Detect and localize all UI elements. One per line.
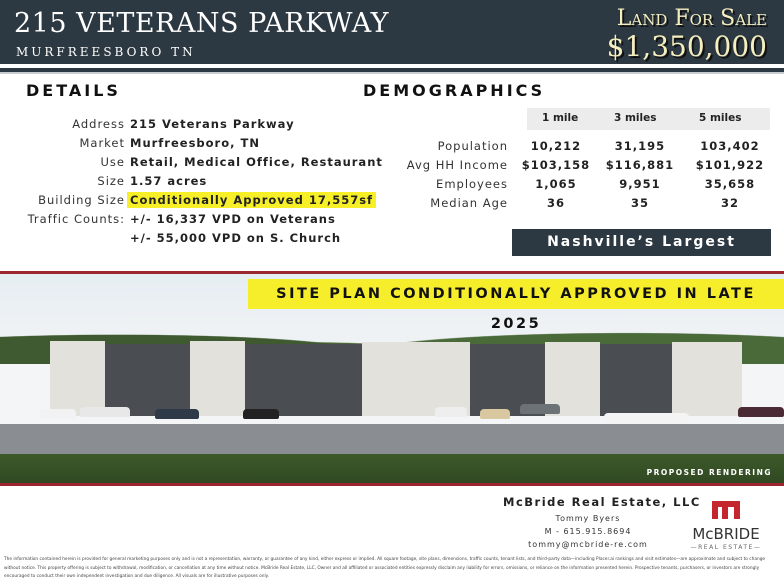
demographic-value: 36 [546, 196, 565, 210]
demographic-label: Employees [436, 177, 508, 191]
detail-value: +/- 55,000 VPD on S. Church [130, 231, 341, 245]
demographic-value: 10,212 [530, 139, 582, 153]
car [480, 409, 510, 419]
rendering-photo: SITE PLAN CONDITIONALLY APPROVED IN LATE… [0, 271, 784, 486]
svg-text:McBRIDE: McBRIDE [692, 525, 759, 543]
demographic-value: 1,065 [535, 177, 577, 191]
detail-row: Traffic Counts: +/- 16,337 VPD on Veteran… [0, 212, 390, 231]
detail-value: 215 Veterans Parkway [130, 117, 295, 131]
tagline-badge: Nashville’s Largest Suburb [512, 229, 771, 277]
detail-value-text: 1.57 acres [130, 174, 208, 188]
property-city: MURFREESBORO TN [16, 45, 196, 59]
demographic-value: 31,195 [614, 139, 666, 153]
header-divider [0, 64, 784, 68]
col-5-miles: 5 miles [699, 112, 742, 124]
agent-phone[interactable]: M - 615.915.8694 [544, 527, 632, 536]
detail-value: 1.57 acres [130, 174, 207, 188]
lawn [0, 454, 784, 483]
detail-value-text: Murfreesboro, TN [130, 136, 260, 150]
car [155, 409, 199, 419]
parking-lot [0, 424, 784, 459]
demographic-label: Median Age [430, 196, 508, 210]
car [435, 407, 467, 417]
detail-value-text: Retail, Medical Office, Restaurant [130, 155, 383, 169]
detail-label: Traffic Counts: [27, 212, 125, 226]
header-band [0, 68, 784, 74]
building-facade [362, 342, 470, 416]
detail-value: +/- 16,337 VPD on Veterans [130, 212, 336, 226]
mcbride-logo: McBRIDE —REAL ESTATE— [684, 497, 769, 552]
legal-disclaimer: The information contained herein is prov… [4, 557, 766, 580]
demographic-value: 103,402 [700, 139, 760, 153]
details-heading: DETAILS [26, 81, 121, 100]
detail-value: Conditionally Approved 17,557sf [127, 192, 377, 208]
site-plan-banner: SITE PLAN CONDITIONALLY APPROVED IN LATE… [248, 279, 784, 332]
demographics-heading: DEMOGRAPHICS [363, 81, 546, 100]
demographic-value: $116,881 [605, 158, 675, 172]
car [40, 409, 76, 419]
detail-value: Retail, Medical Office, Restaurant [130, 155, 383, 169]
building-facade [672, 342, 742, 416]
col-1-mile: 1 mile [542, 112, 579, 124]
detail-row: Use Retail, Medical Office, Restaurant [0, 155, 390, 174]
detail-value: Murfreesboro, TN [130, 136, 260, 150]
demographic-label: Population [437, 139, 508, 153]
detail-label: Address [72, 117, 125, 131]
detail-row: +/- 55,000 VPD on S. Church [0, 231, 390, 250]
detail-label: Market [79, 136, 125, 150]
detail-value-text: 215 Veterans Parkway [130, 117, 295, 131]
header-bar [0, 0, 784, 64]
svg-text:—REAL ESTATE—: —REAL ESTATE— [691, 544, 762, 551]
col-3-miles: 3 miles [614, 112, 657, 124]
car [604, 413, 689, 423]
detail-value-text: Conditionally Approved 17,557sf [127, 192, 377, 208]
asking-price: $1,350,000 [606, 30, 767, 63]
detail-row: Size 1.57 acres [0, 174, 390, 193]
property-title: 215 VETERANS PARKWAY [14, 8, 389, 39]
detail-value-text: +/- 55,000 VPD on S. Church [130, 231, 342, 245]
detail-label: Size [97, 174, 125, 188]
building-facade [50, 341, 105, 416]
car [243, 409, 279, 419]
car [80, 407, 130, 417]
agent-email[interactable]: tommy@mcbride-re.com [528, 540, 648, 549]
demographic-value: $101,922 [695, 158, 765, 172]
detail-label: Building Size [38, 193, 125, 207]
car [520, 404, 560, 414]
detail-value-text: +/- 16,337 VPD on Veterans [130, 212, 336, 226]
detail-row: Building Size Conditionally Approved 17,5… [0, 192, 390, 212]
demographic-label: Avg HH Income [406, 158, 508, 172]
demographic-value: 9,951 [619, 177, 661, 191]
company-name: McBride Real Estate, LLC [503, 495, 701, 509]
detail-label: Use [100, 155, 125, 169]
demographic-value: 35,658 [704, 177, 756, 191]
detail-row: Address 215 Veterans Parkway [0, 117, 390, 136]
rendering-caption: PROPOSED RENDERING [646, 468, 772, 477]
logo-building-icon: McBRIDE —REAL ESTATE— [691, 501, 762, 551]
car [738, 407, 784, 417]
building-facade [190, 341, 245, 416]
detail-row: Market Murfreesboro, TN [0, 136, 390, 155]
demographic-value: 32 [720, 196, 739, 210]
demographics-header-row [527, 108, 770, 130]
building-facade [545, 342, 600, 416]
demographic-value: 35 [630, 196, 649, 210]
demographic-value: $103,158 [521, 158, 591, 172]
sale-status: Land For Sale [616, 6, 767, 31]
agent-name: Tommy Byers [555, 514, 621, 523]
